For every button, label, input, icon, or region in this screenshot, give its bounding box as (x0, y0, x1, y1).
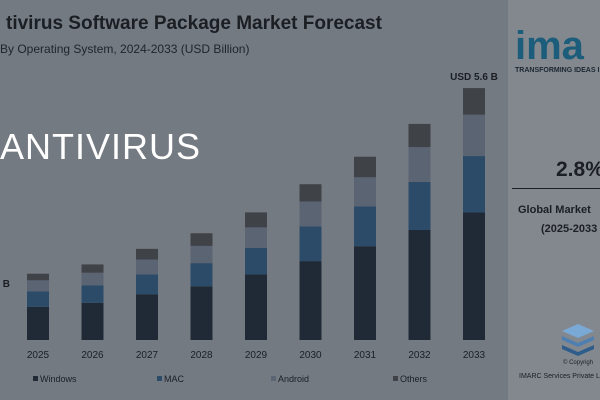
x-tick-label: 2033 (463, 350, 486, 361)
bar-segment-others (463, 88, 485, 115)
bar-segment-windows (81, 302, 104, 340)
legend-swatch (393, 376, 398, 381)
logo-tagline: TRANSFORMING IDEAS I (515, 67, 600, 74)
bar-segment-others (190, 233, 213, 246)
cagr-divider (512, 188, 600, 189)
bar-segment-others (408, 123, 431, 148)
x-tick-label: 2026 (81, 350, 104, 361)
bar-segment-mac (190, 263, 213, 287)
bar-segment-mac (136, 274, 158, 295)
bar-segment-mac (81, 285, 104, 303)
copyright-text: © Copyrigh (563, 360, 594, 366)
bar-segment-windows (463, 212, 485, 340)
bar-segment-android (136, 259, 158, 275)
bar-segment-others (136, 248, 158, 260)
cagr-label: Global Market (518, 204, 591, 216)
imarc-logo: ima (515, 24, 584, 69)
data-annotation: B (3, 279, 10, 290)
bar-segment-windows (299, 261, 322, 340)
legend-swatch (271, 376, 276, 381)
legend-label: Others (400, 374, 428, 384)
x-tick-label: 2031 (354, 350, 377, 361)
bar-segment-others (27, 273, 49, 281)
bar-segment-windows (27, 306, 49, 340)
bar-segment-android (245, 227, 267, 248)
bar-segment-others (81, 264, 104, 273)
bar-segment-others (354, 156, 376, 178)
x-tick-label: 2029 (245, 350, 268, 361)
bar-segment-android (27, 280, 49, 292)
layers-icon (562, 324, 594, 356)
chart-title: tivirus Software Package Market Forecast (6, 13, 382, 34)
x-tick-label: 2025 (27, 350, 50, 361)
bar-segment-windows (408, 229, 431, 340)
bar-segment-android (354, 177, 376, 207)
bar-segment-mac (245, 247, 267, 275)
bar-segment-mac (354, 206, 376, 247)
logo-text: ima (515, 24, 584, 68)
bar-segment-mac (27, 291, 49, 307)
chart-subtitle: By Operating System, 2024-2033 (USD Bill… (0, 42, 250, 56)
legend-label: Windows (40, 374, 77, 384)
bar-segment-mac (463, 156, 485, 213)
legend-swatch (33, 376, 38, 381)
bar-segment-windows (190, 286, 213, 340)
x-tick-label: 2028 (190, 350, 213, 361)
bar-segment-android (463, 114, 485, 157)
bar-segment-mac (408, 181, 431, 230)
x-tick-label: 2027 (136, 350, 159, 361)
overlay-heading: ANTIVIRUS (0, 126, 202, 167)
bar-segment-android (299, 201, 322, 227)
stacked-bar-chart: 2025 2026 2027 2028 2029 2030 2031 2032 2033 B USD… (3, 72, 498, 384)
bar-segment-android (408, 147, 431, 182)
footer-text: IMARC Services Private L (519, 373, 600, 380)
bar-segment-mac (299, 226, 322, 262)
data-annotation: USD 5.6 B (450, 72, 498, 83)
bar-segment-android (81, 272, 104, 286)
bar-segment-windows (245, 274, 267, 340)
bar-segment-windows (354, 246, 376, 340)
bar-segment-android (190, 245, 213, 264)
cagr-value: 2.8% (556, 158, 600, 181)
legend-swatch (157, 376, 162, 381)
bar-segment-windows (136, 294, 158, 340)
bar-segment-others (299, 184, 322, 202)
legend-label: Android (278, 374, 309, 384)
x-tick-label: 2032 (408, 350, 431, 361)
cagr-period: (2025-2033 (541, 223, 598, 235)
legend-label: MAC (164, 374, 185, 384)
bar-segment-others (245, 212, 267, 228)
x-tick-label: 2030 (299, 350, 322, 361)
